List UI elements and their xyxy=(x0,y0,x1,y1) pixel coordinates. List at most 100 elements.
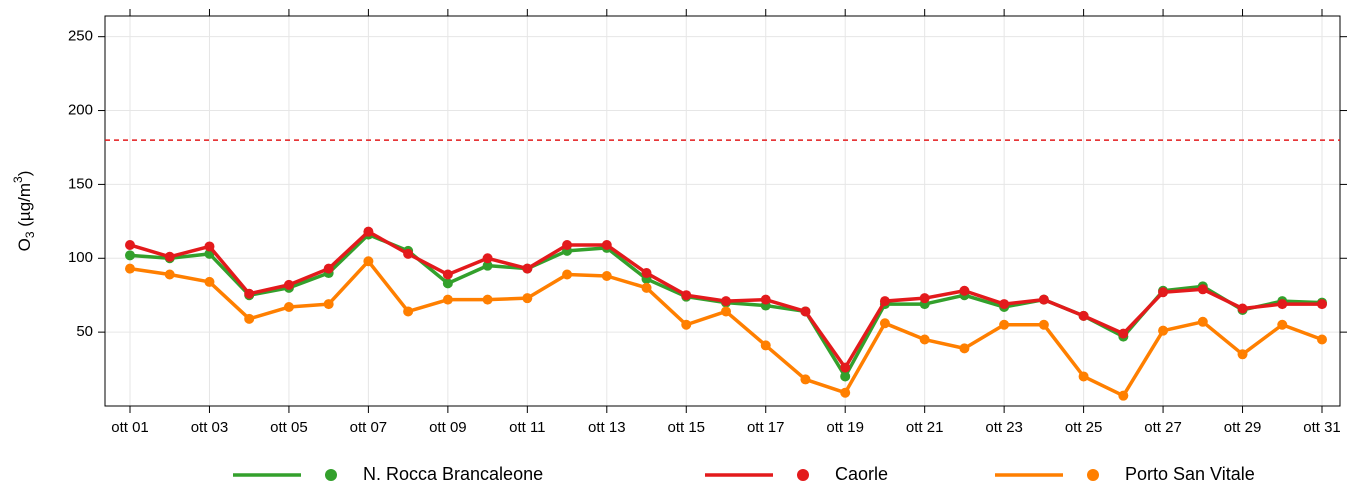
data-point xyxy=(125,250,135,261)
data-point xyxy=(840,362,851,373)
plot-frame xyxy=(104,15,1341,407)
data-point xyxy=(760,340,771,351)
data-point xyxy=(1158,287,1169,298)
data-point xyxy=(641,268,652,279)
data-point xyxy=(1078,310,1089,321)
data-point xyxy=(1197,316,1208,327)
y-label-sup: 3 xyxy=(11,176,25,183)
x-tick-label: ott 27 xyxy=(1144,419,1182,436)
x-tick-label: ott 11 xyxy=(509,419,545,436)
y-label-part: (µg/m xyxy=(15,183,34,232)
x-tick-label: ott 17 xyxy=(747,419,785,436)
data-point xyxy=(1237,349,1248,360)
x-tick-label: ott 31 xyxy=(1303,419,1341,436)
legend-label: Porto San Vitale xyxy=(1125,464,1255,484)
y-tick-label: 100 xyxy=(68,249,93,266)
data-point xyxy=(1078,371,1089,382)
x-tick-label: ott 13 xyxy=(588,419,626,436)
data-point xyxy=(999,319,1010,330)
y-label-sub: 3 xyxy=(23,231,37,238)
x-tick-label: ott 07 xyxy=(350,419,388,436)
data-point xyxy=(363,226,374,237)
data-point xyxy=(323,263,334,274)
data-point xyxy=(1038,319,1049,330)
data-point xyxy=(1118,390,1129,401)
data-point xyxy=(1277,319,1288,330)
legend-marker xyxy=(1087,469,1099,481)
data-point xyxy=(959,343,970,354)
y-label-part: O xyxy=(15,238,34,251)
data-point xyxy=(800,374,811,385)
data-point xyxy=(125,239,135,250)
x-tick-label: ott 05 xyxy=(270,419,308,436)
legend-marker xyxy=(797,469,809,481)
data-point xyxy=(721,296,731,307)
y-tick-label: 250 xyxy=(68,28,93,45)
data-point xyxy=(244,288,255,299)
legend-marker xyxy=(325,469,337,481)
data-point xyxy=(879,318,890,329)
data-point xyxy=(601,239,612,250)
data-point xyxy=(959,285,970,296)
data-point xyxy=(562,239,573,250)
data-point xyxy=(244,313,255,324)
data-point xyxy=(522,293,533,304)
data-point xyxy=(1317,334,1327,345)
data-point xyxy=(879,296,890,307)
data-point xyxy=(204,276,215,287)
data-point xyxy=(204,241,215,252)
data-point xyxy=(919,293,930,304)
x-tick-label: ott 15 xyxy=(668,419,706,436)
data-point xyxy=(800,306,811,317)
y-tick-label: 150 xyxy=(68,175,93,192)
data-point xyxy=(1038,294,1049,305)
data-point xyxy=(760,294,771,305)
data-point xyxy=(125,263,135,274)
data-point xyxy=(442,269,453,280)
data-point xyxy=(1118,328,1129,339)
x-tick-label: ott 01 xyxy=(111,419,149,436)
data-point xyxy=(283,279,294,290)
data-point xyxy=(999,299,1010,310)
data-point xyxy=(562,269,573,280)
data-point xyxy=(283,302,294,313)
data-point xyxy=(1237,303,1248,314)
legend-label: Caorle xyxy=(835,464,888,484)
y-axis-label: O3 (µg/m3) xyxy=(11,171,37,252)
data-point xyxy=(840,387,851,398)
data-point xyxy=(403,306,414,317)
data-point xyxy=(601,271,612,281)
data-point xyxy=(919,334,930,345)
data-point xyxy=(681,319,692,330)
x-tick-label: ott 19 xyxy=(826,419,864,436)
data-point xyxy=(164,269,175,280)
x-tick-label: ott 25 xyxy=(1065,419,1103,436)
data-point xyxy=(482,253,493,264)
x-tick-label: ott 21 xyxy=(906,419,944,436)
data-point xyxy=(721,306,731,317)
x-tick-label: ott 23 xyxy=(985,419,1023,436)
data-point xyxy=(840,371,851,382)
data-point xyxy=(641,282,652,293)
data-point xyxy=(1277,299,1288,310)
data-point xyxy=(323,299,334,310)
data-point xyxy=(1197,284,1208,295)
y-tick-label: 50 xyxy=(76,323,93,340)
data-point xyxy=(1158,325,1169,336)
data-point xyxy=(482,260,493,271)
data-point xyxy=(681,290,692,301)
y-tick-label: 200 xyxy=(68,102,93,119)
x-tick-label: ott 29 xyxy=(1224,419,1262,436)
data-point xyxy=(482,294,493,305)
data-point xyxy=(442,278,453,289)
data-point xyxy=(1317,299,1327,310)
x-tick-label: ott 03 xyxy=(191,419,229,436)
data-point xyxy=(363,256,374,267)
data-point xyxy=(403,248,414,259)
y-label-part: ) xyxy=(15,171,34,177)
data-point xyxy=(442,294,453,305)
data-point xyxy=(164,251,175,262)
legend-label: N. Rocca Brancaleone xyxy=(363,464,543,484)
